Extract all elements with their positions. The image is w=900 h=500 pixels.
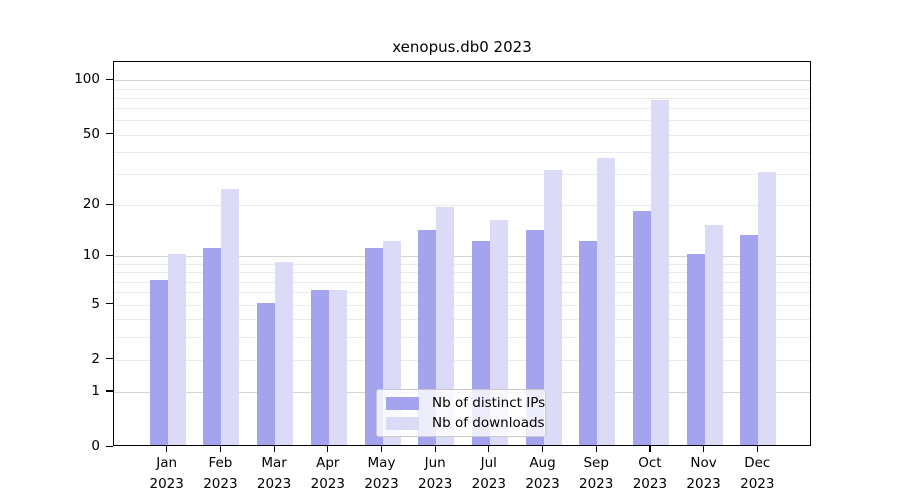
legend-item-downloads: Nb of downloads (386, 413, 545, 433)
x-tick-nov (703, 446, 705, 452)
gridline-3 (114, 336, 810, 338)
gridline-80 (114, 97, 810, 99)
bar-downloads-oct (650, 99, 669, 445)
x-tick-feb (219, 446, 222, 452)
legend-item-distinct-ips: Nb of distinct IPs (386, 393, 545, 413)
gridline-90 (114, 88, 810, 90)
gridline-100 (114, 80, 810, 82)
x-tick-label-nov: Nov 2023 (686, 455, 721, 492)
bar-downloads-feb (221, 189, 240, 445)
x-tick-jul (488, 446, 490, 452)
gridline-8 (114, 272, 810, 274)
x-tick-label-mar: Mar 2023 (256, 455, 292, 492)
legend-swatch-downloads (386, 416, 419, 430)
gridline-60 (114, 120, 810, 122)
x-tick-label-feb: Feb 2023 (203, 455, 238, 492)
y-tick-label-50: 50 (82, 125, 100, 142)
gridline-20 (114, 205, 810, 206)
bar-distinct-ips-sep (579, 241, 598, 445)
bar-distinct-ips-nov (686, 254, 705, 445)
x-tick-dec (756, 446, 758, 452)
bar-downloads-jan (167, 254, 186, 445)
gridline-7 (114, 281, 810, 283)
y-tick-label-100: 100 (74, 71, 100, 88)
x-tick-sep (595, 446, 597, 452)
x-tick-aug (542, 446, 544, 452)
y-tick-20 (106, 203, 113, 205)
bar-downloads-mar (275, 262, 294, 445)
x-tick-label-jul: Jul 2023 (471, 455, 506, 492)
x-tick-label-apr: Apr 2023 (310, 455, 345, 492)
bar-downloads-sep (597, 158, 616, 445)
bar-distinct-ips-mar (257, 302, 276, 445)
bar-downloads-jun (436, 206, 455, 445)
x-tick-label-jun: Jun 2023 (418, 455, 453, 492)
y-tick-label-20: 20 (82, 196, 100, 212)
y-tick-label-10: 10 (82, 247, 100, 264)
y-tick-label-0: 0 (91, 438, 100, 454)
legend-swatch-distinct-ips (386, 396, 419, 410)
y-tick-1 (106, 390, 113, 392)
y-tick-100 (106, 78, 113, 80)
gridline-4 (114, 319, 810, 321)
bar-distinct-ips-jan (149, 279, 168, 445)
x-tick-jun (434, 446, 436, 452)
gridline-30 (114, 174, 810, 176)
gridline-2 (114, 359, 810, 361)
bar-distinct-ips-feb (203, 247, 222, 445)
x-tick-label-oct: Oct 2023 (632, 455, 668, 492)
y-tick-label-5: 5 (91, 295, 100, 312)
bar-distinct-ips-oct (632, 211, 651, 445)
y-tick-10 (106, 254, 113, 257)
x-tick-label-jan: Jan 2023 (149, 455, 184, 492)
y-tick-0 (106, 445, 113, 447)
chart-title: xenopus.db0 2023 (392, 38, 532, 56)
bar-downloads-jul (489, 219, 508, 445)
legend: Nb of distinct IPs Nb of downloads (376, 389, 546, 437)
gridline-6 (114, 292, 810, 294)
x-tick-label-sep: Sep 2023 (579, 455, 614, 492)
gridline-10 (114, 256, 810, 258)
bar-downloads-aug (543, 169, 562, 445)
legend-label-downloads: Nb of downloads (432, 415, 545, 431)
x-tick-apr (327, 446, 329, 452)
x-tick-label-aug: Aug 2023 (525, 455, 560, 492)
bar-distinct-ips-apr (310, 290, 329, 445)
bar-downloads-nov (704, 224, 723, 445)
x-tick-mar (273, 446, 275, 452)
x-tick-may (381, 446, 383, 452)
gridline-70 (114, 108, 810, 110)
bar-distinct-ips-dec (740, 235, 759, 445)
x-tick-label-may: May 2023 (364, 455, 399, 492)
y-tick-label-2: 2 (91, 350, 100, 367)
bars-layer (114, 62, 810, 445)
x-tick-label-dec: Dec 2023 (740, 455, 775, 492)
x-tick-oct (649, 446, 651, 452)
gridline-5 (114, 304, 810, 306)
y-tick-label-1: 1 (91, 382, 100, 399)
bar-downloads-dec (758, 172, 777, 445)
plot-area: Nb of distinct IPs Nb of downloads (113, 61, 811, 446)
y-tick-5 (106, 303, 113, 305)
gridline-50 (114, 134, 810, 136)
y-tick-50 (106, 133, 113, 135)
legend-label-distinct-ips: Nb of distinct IPs (432, 395, 546, 411)
gridline-9 (114, 264, 810, 265)
x-tick-jan (166, 446, 168, 452)
gridline-40 (114, 151, 810, 153)
bar-downloads-apr (328, 290, 347, 445)
y-tick-2 (106, 358, 113, 360)
